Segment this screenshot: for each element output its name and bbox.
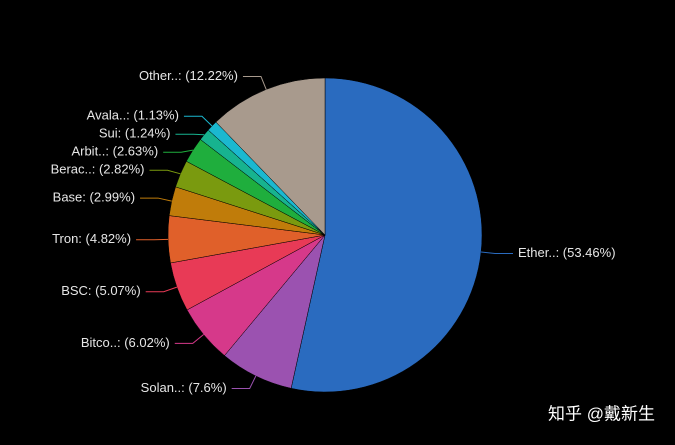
slice-label: Arbit..: (2.63%) (71, 144, 158, 159)
leader-line (231, 375, 257, 390)
leader-line (174, 334, 204, 344)
slice-label: Tron: (4.82%) (52, 231, 131, 246)
slice-label: Berac..: (2.82%) (51, 162, 145, 177)
slice-label: Base: (2.99%) (53, 190, 135, 205)
slice-label: Avala..: (1.13%) (87, 108, 179, 123)
leader-line (149, 169, 181, 175)
leader-line (145, 286, 178, 293)
leader-line (163, 149, 194, 153)
slice-label: Ether..: (53.46%) (518, 245, 616, 260)
slice-label: Bitco..: (6.02%) (81, 335, 170, 350)
pie-slice (290, 77, 483, 393)
slice-label: Sui: (1.24%) (99, 126, 171, 141)
slice-label: BSC: (5.07%) (61, 283, 140, 298)
leader-line (140, 197, 172, 202)
slice-label: Solan..: (7.6%) (141, 380, 227, 395)
leader-line (183, 115, 213, 127)
leader-line (481, 251, 513, 255)
leader-line (242, 75, 267, 90)
watermark: 知乎 @戴新生 (548, 404, 655, 423)
slice-label: Other..: (12.22%) (139, 68, 238, 83)
